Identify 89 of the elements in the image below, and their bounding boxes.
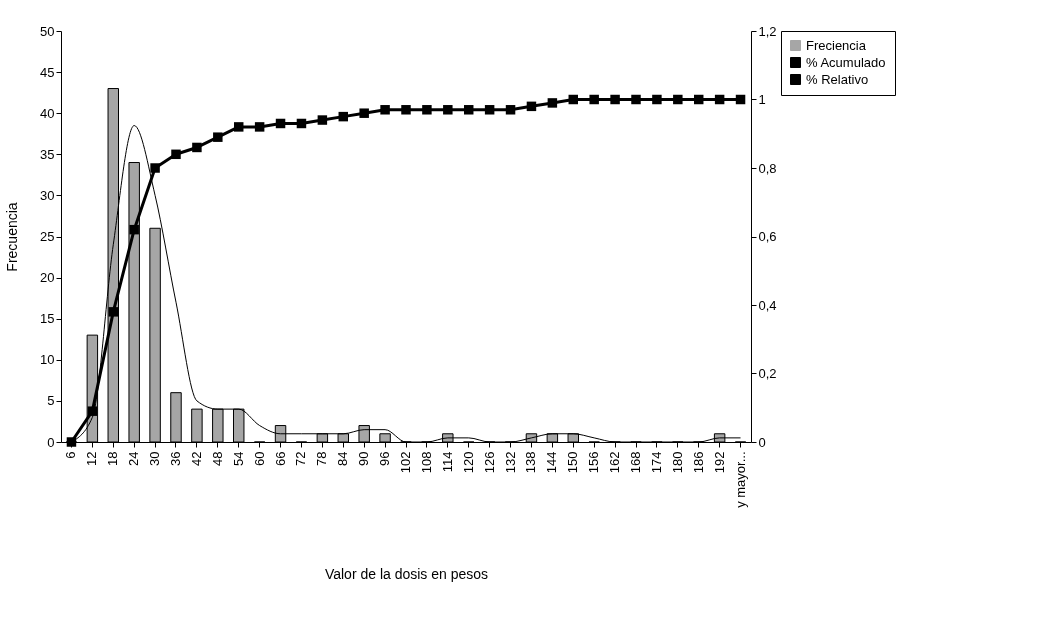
point (108, 307, 119, 317)
point (380, 105, 390, 115)
point (589, 94, 599, 105)
point (275, 118, 286, 129)
point (192, 142, 202, 153)
x-tick-label: 126 (481, 451, 497, 474)
y2-tick-label: 0,2 (758, 366, 777, 381)
x-tick-label: 18 (105, 451, 121, 466)
legend-label: % Acumulado (806, 54, 886, 70)
x-tick-label: 162 (607, 451, 623, 474)
point (171, 149, 181, 160)
y-tick-label: 35 (40, 146, 55, 162)
point (150, 163, 160, 173)
point (631, 94, 641, 105)
x-tick-label: 60 (251, 451, 267, 466)
point (652, 94, 662, 105)
x-tick-label: 150 (565, 451, 581, 474)
y-tick-label: 40 (40, 105, 55, 121)
point (338, 111, 349, 122)
point (714, 94, 725, 105)
y2-tick-label: 0 (758, 434, 766, 450)
y-tick-label: 25 (40, 229, 55, 244)
point (673, 94, 683, 105)
y-axis-title: Frecuencia (4, 202, 21, 272)
y2-tick-label: 1 (758, 92, 766, 107)
x-axis-title: Valor de la dosis en pesos (324, 565, 489, 582)
point (213, 132, 223, 142)
x-tick-label: 144 (544, 451, 560, 474)
x-tick-label: 24 (126, 451, 142, 466)
point (526, 101, 537, 112)
x-tick-label: 30 (147, 451, 163, 466)
y-tick-label: 10 (40, 352, 55, 368)
point (547, 98, 558, 108)
y-tick-label: 45 (40, 64, 55, 80)
point (401, 105, 411, 115)
x-tick-label: 84 (335, 451, 351, 466)
x-tick-label: 90 (356, 451, 372, 466)
point (610, 94, 620, 105)
x-tick-label: 48 (209, 451, 225, 466)
y-tick-label: 15 (40, 311, 55, 327)
point (505, 105, 516, 115)
point (693, 94, 704, 105)
point (463, 105, 474, 115)
point (254, 122, 265, 132)
point (87, 406, 98, 416)
x-tick-label: y mayor... (732, 451, 748, 508)
y-tick-label: 20 (40, 270, 55, 286)
point (66, 437, 77, 447)
x-tick-label: 120 (460, 451, 476, 474)
x-tick-label: 186 (690, 451, 706, 474)
x-tick-label: 66 (272, 451, 288, 466)
x-tick-label: 174 (648, 451, 664, 474)
x-tick-label: 6 (63, 451, 79, 459)
x-tick-label: 42 (188, 451, 204, 466)
point (317, 115, 328, 125)
point (568, 94, 579, 105)
x-tick-label: 192 (711, 451, 727, 474)
x-tick-label: 72 (293, 451, 309, 466)
x-tick-label: 102 (398, 451, 413, 474)
x-tick-label: 114 (439, 451, 455, 473)
point (484, 105, 495, 115)
y-tick-label: 50 (40, 23, 55, 39)
point (129, 224, 139, 235)
point (422, 105, 432, 115)
point (233, 122, 244, 132)
x-tick-label: 180 (669, 451, 685, 474)
x-tick-label: 156 (586, 451, 602, 474)
x-tick-label: 96 (377, 451, 393, 466)
legend-label: % Relativo (806, 71, 869, 87)
y2-tick-label: 1,2 (758, 23, 777, 39)
point (296, 118, 307, 129)
y-tick-label: 5 (47, 393, 55, 409)
x-tick-label: 108 (418, 451, 434, 474)
x-tick-label: 54 (230, 451, 246, 466)
y2-tick-label: 0,6 (758, 229, 777, 244)
x-tick-label: 36 (168, 451, 183, 466)
legend-label: Freciencia (806, 37, 867, 53)
y-tick-label: 0 (47, 434, 55, 450)
point (443, 105, 453, 115)
y-tick-label: 30 (40, 187, 55, 203)
x-tick-label: 168 (628, 451, 643, 474)
x-tick-label: 138 (523, 451, 539, 474)
y2-tick-label: 0,4 (758, 297, 777, 313)
point (359, 108, 369, 118)
point (735, 94, 746, 105)
x-tick-label: 132 (502, 451, 518, 474)
x-tick-label: 78 (314, 451, 330, 466)
x-tick-label: 12 (84, 451, 100, 466)
y2-tick-label: 0,8 (758, 160, 777, 176)
